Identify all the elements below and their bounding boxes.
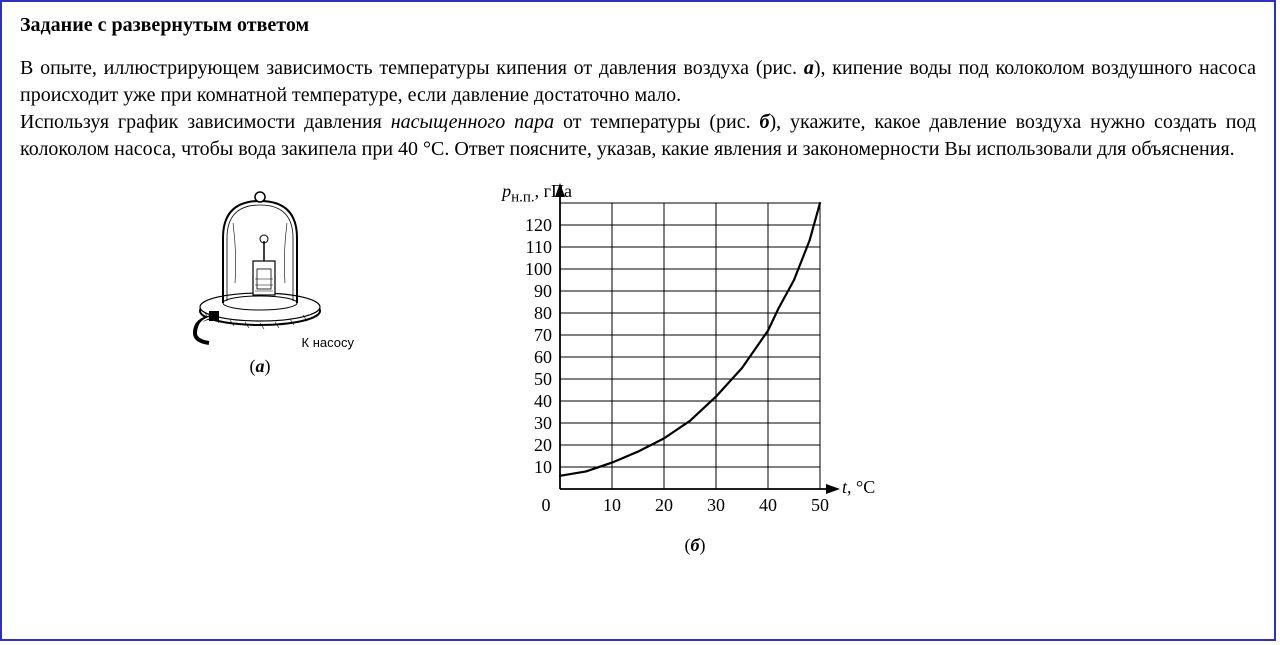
svg-text:10: 10 <box>603 495 621 515</box>
pump-label: К насосу <box>160 335 360 350</box>
svg-text:30: 30 <box>707 495 725 515</box>
svg-text:10: 10 <box>534 457 552 477</box>
problem-card: Задание с развернутым ответом В опыте, и… <box>0 0 1276 641</box>
figures-row: К насосу (а) 102030405060708090100110120… <box>20 183 1256 556</box>
problem-text: В опыте, иллюстрирующем зависимость темп… <box>20 55 1256 163</box>
svg-text:40: 40 <box>534 391 552 411</box>
paragraph-2: Используя график зависимости давления на… <box>20 111 1256 160</box>
svg-text:50: 50 <box>534 369 552 389</box>
svg-text:20: 20 <box>534 435 552 455</box>
svg-text:0: 0 <box>542 495 551 515</box>
paragraph-1: В опыте, иллюстрирующем зависимость темп… <box>20 57 1256 106</box>
figure-a-caption: (а) <box>160 356 360 377</box>
figure-a: К насосу (а) <box>160 183 360 556</box>
svg-text:50: 50 <box>811 495 829 515</box>
problem-title: Задание с развернутым ответом <box>20 14 1256 37</box>
svg-text:100: 100 <box>525 259 552 279</box>
vapor-pressure-chart: 10203040506070809010011012010203040500pн… <box>470 183 890 533</box>
bell-jar-drawing <box>175 183 345 353</box>
svg-text:80: 80 <box>534 303 552 323</box>
svg-text:110: 110 <box>526 237 552 257</box>
svg-text:20: 20 <box>655 495 673 515</box>
svg-text:40: 40 <box>759 495 777 515</box>
figure-b: 10203040506070809010011012010203040500pн… <box>470 183 890 556</box>
svg-text:60: 60 <box>534 347 552 367</box>
svg-text:30: 30 <box>534 413 552 433</box>
svg-text:70: 70 <box>534 325 552 345</box>
svg-text:120: 120 <box>525 215 552 235</box>
svg-text:90: 90 <box>534 281 552 301</box>
figure-b-caption: (б) <box>500 535 890 556</box>
